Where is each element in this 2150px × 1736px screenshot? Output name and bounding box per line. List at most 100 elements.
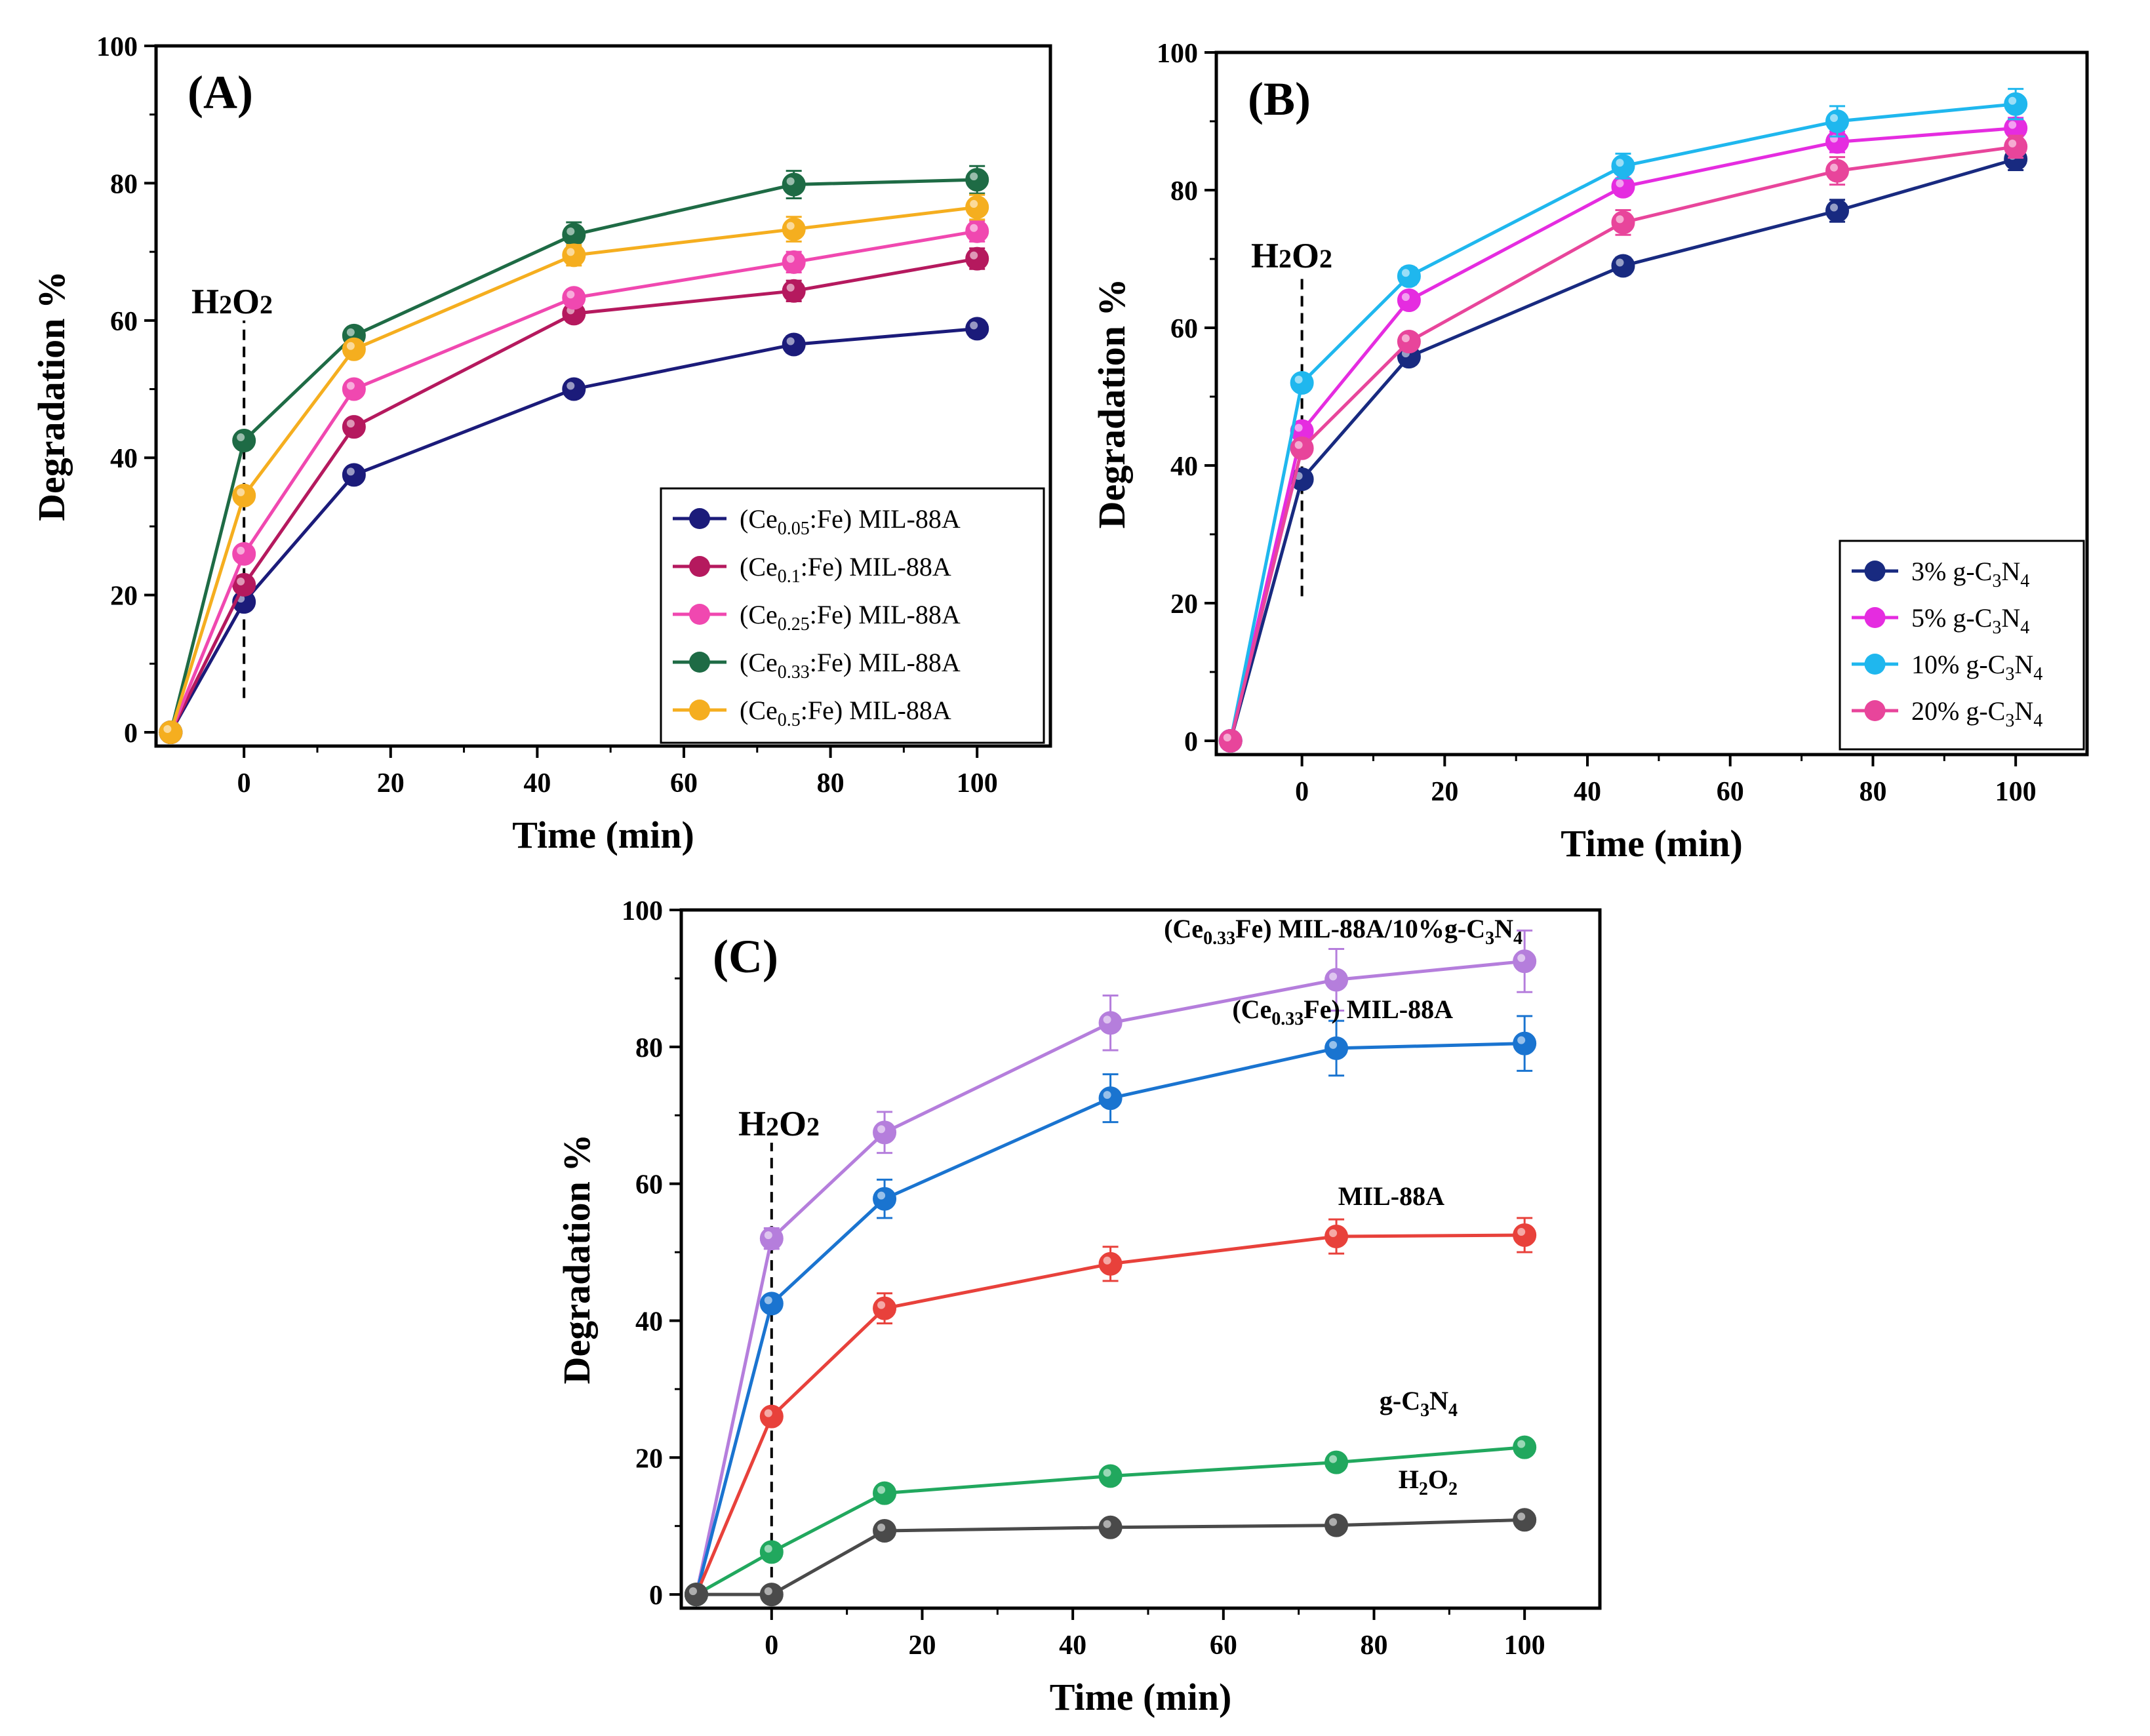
point-highlight [877,1125,886,1134]
point-highlight [688,1587,697,1596]
data-point [1825,109,1850,133]
legend-label: 5% g-C3N4 [1911,603,2029,638]
data-point [759,1540,784,1564]
series-line [169,178,978,733]
data-point [965,247,989,271]
point-highlight [567,382,575,390]
data-point [965,168,989,192]
data-point [873,1187,897,1211]
data-point [342,415,366,439]
data-point [1218,729,1243,753]
y-tick-label: 80 [110,169,138,199]
point-highlight [764,1587,772,1596]
data-point [342,337,366,361]
data-point [1324,1225,1349,1249]
data-point [232,542,256,566]
data-point [782,279,806,303]
data-point [1098,1011,1123,1035]
panel-c: 0 20 40 60 80 100 0 20 40 60 80 100 Time (min) Degrad… [555,896,1602,1718]
data-point [1513,1031,1537,1055]
point-highlight [970,172,978,181]
point-highlight [877,1524,886,1532]
point-highlight [970,251,978,260]
x-tick-label: 60 [1717,777,1744,807]
x-tick-label: 40 [1059,1630,1086,1661]
data-point [342,377,366,401]
point-highlight [1517,954,1526,962]
x-tick-label: 0 [765,1630,778,1661]
data-point [759,1583,784,1607]
y-tick-label: 40 [635,1307,663,1337]
data-point [782,172,806,197]
legend-marker [689,604,710,625]
point-highlight [1103,1469,1111,1477]
point-highlight [2008,121,2017,129]
point-highlight [1401,269,1410,277]
y-tick-label: 60 [1170,314,1198,344]
point-highlight [1517,1036,1526,1044]
data-point [965,317,989,341]
data-point [1513,1508,1537,1532]
data-point [1397,288,1421,312]
data-point [759,1404,784,1429]
series-line [169,257,978,734]
point-highlight [1517,1512,1526,1521]
y-tick-label: 0 [649,1581,663,1611]
data-point [562,377,586,401]
data-point [965,219,989,243]
y-tick-label: 0 [1184,727,1198,757]
point-highlight [1401,293,1410,301]
legend-label: (Ce0.33:Fe) MIL-88A [740,648,961,682]
legend-marker [689,556,710,577]
x-tick-label: 100 [1504,1630,1545,1661]
legend-marker [1864,700,1886,721]
series-annotation: (Ce0.33Fe) MIL-88A/10%g-C3N4 [1164,914,1523,949]
point-highlight [2008,139,2017,148]
point-highlight [764,1296,772,1305]
point-highlight [1294,441,1303,449]
y-tick-label: 60 [110,307,138,337]
data-point [1825,159,1850,183]
panel-b: 0 20 40 60 80 100 0 20 40 60 80 100 Time (min) Degrad… [1090,39,2089,865]
point-highlight [877,1301,886,1309]
y-tick-label: 20 [1170,589,1198,620]
point-highlight [970,200,978,208]
x-tick-label: 60 [670,768,698,799]
legend-label: (Ce0.1:Fe) MIL-88A [740,552,951,587]
panel-label: (C) [713,930,778,983]
point-highlight [567,248,575,256]
data-point [873,1519,897,1543]
axes-frame [1214,50,2089,757]
data-point [873,1481,897,1505]
x-tick-label: 80 [1859,777,1886,807]
point-highlight [1329,972,1338,981]
y-tick-label: 20 [110,582,138,612]
point-highlight [1616,159,1624,167]
series-annotation: H2O2 [1399,1465,1458,1499]
point-highlight [346,467,355,476]
data-point [782,250,806,274]
point-highlight [346,420,355,428]
data-point [232,429,256,453]
data-point [1098,1252,1123,1276]
point-highlight [1517,1227,1526,1236]
point-highlight [567,227,575,235]
panel-label: (B) [1248,73,1311,125]
legend: 3% g-C3N4 5% g-C3N4 10% g-C3N4 20% g-C3N4 [1839,540,2085,751]
legend: (Ce0.05:Fe) MIL-88A (Ce0.1:Fe) MIL-88A (Ce… [660,487,1045,744]
series-2 [159,219,989,745]
series-annotation: MIL-88A [1338,1181,1444,1211]
data-point [1324,968,1349,992]
point-highlight [1830,163,1839,172]
point-highlight [970,224,978,232]
series-line [695,1446,1525,1596]
series-4 [684,1508,1537,1607]
y-tick-label: 20 [635,1444,663,1474]
data-point [1611,154,1635,178]
y-axis-title: Degradation % [30,271,73,521]
x-tick-label: 20 [377,768,405,799]
data-point [1324,1513,1349,1537]
point-highlight [237,488,245,496]
x-tick-label: 100 [957,768,998,799]
